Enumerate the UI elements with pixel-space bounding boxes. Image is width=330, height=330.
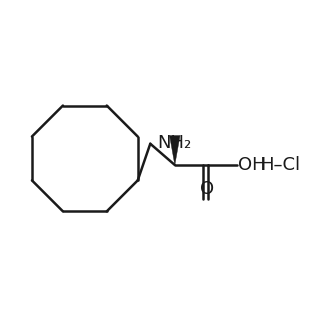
Text: O: O — [201, 180, 214, 198]
Text: OH: OH — [238, 156, 265, 174]
Text: H–Cl: H–Cl — [260, 156, 300, 174]
Polygon shape — [170, 136, 180, 165]
Text: NH₂: NH₂ — [158, 134, 192, 152]
